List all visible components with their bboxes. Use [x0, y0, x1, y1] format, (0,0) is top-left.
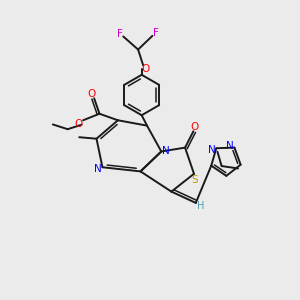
Text: N: N	[94, 164, 102, 174]
Text: N: N	[208, 145, 216, 155]
Text: H: H	[197, 201, 205, 211]
Text: N: N	[226, 141, 234, 151]
Text: S: S	[192, 175, 199, 185]
Text: F: F	[117, 29, 123, 39]
Text: O: O	[87, 89, 95, 99]
Text: O: O	[142, 64, 150, 74]
Text: O: O	[75, 119, 83, 129]
Text: N: N	[162, 146, 170, 156]
Text: F: F	[153, 28, 159, 38]
Text: O: O	[191, 122, 199, 132]
